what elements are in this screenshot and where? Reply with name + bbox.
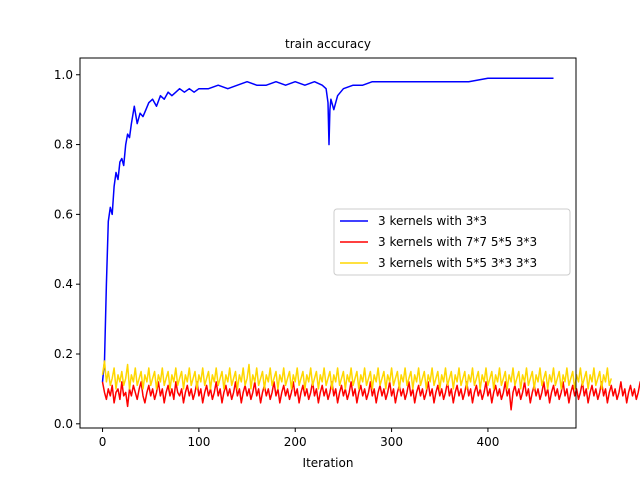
series-layer bbox=[101, 77, 640, 411]
legend-label-2: 3 kernels with 7*7 5*5 3*3 bbox=[378, 235, 537, 249]
y-tick-label: 0.6 bbox=[54, 207, 73, 221]
axes-frame bbox=[79, 57, 577, 429]
x-tick-label: 300 bbox=[380, 435, 403, 449]
y-tick-label: 0.4 bbox=[54, 277, 73, 291]
y-axis: 0.0 0.2 0.4 0.6 0.8 1.0 bbox=[54, 68, 80, 431]
y-tick-label: 0.8 bbox=[54, 138, 73, 152]
x-tick-label: 200 bbox=[284, 435, 307, 449]
plot-area bbox=[79, 57, 640, 429]
series-line-1 bbox=[101, 77, 554, 382]
y-tick-label: 0.2 bbox=[54, 347, 73, 361]
series-line-3 bbox=[101, 360, 613, 390]
x-axis-label: Iteration bbox=[303, 456, 354, 470]
x-axis: 0 100 200 300 400 bbox=[99, 428, 499, 449]
legend-box bbox=[333, 208, 571, 276]
y-tick-label: 0.0 bbox=[54, 417, 73, 431]
y-tick-label: 1.0 bbox=[54, 68, 73, 82]
legend-label-3: 3 kernels with 5*5 3*3 3*3 bbox=[378, 256, 537, 270]
x-tick-label: 0 bbox=[99, 435, 107, 449]
x-tick-label: 400 bbox=[476, 435, 499, 449]
chart-title: train accuracy bbox=[285, 37, 371, 51]
legend: 3 kernels with 3*3 3 kernels with 7*7 5*5… bbox=[333, 208, 571, 276]
legend-label-1: 3 kernels with 3*3 bbox=[378, 214, 487, 228]
x-tick-label: 100 bbox=[187, 435, 210, 449]
